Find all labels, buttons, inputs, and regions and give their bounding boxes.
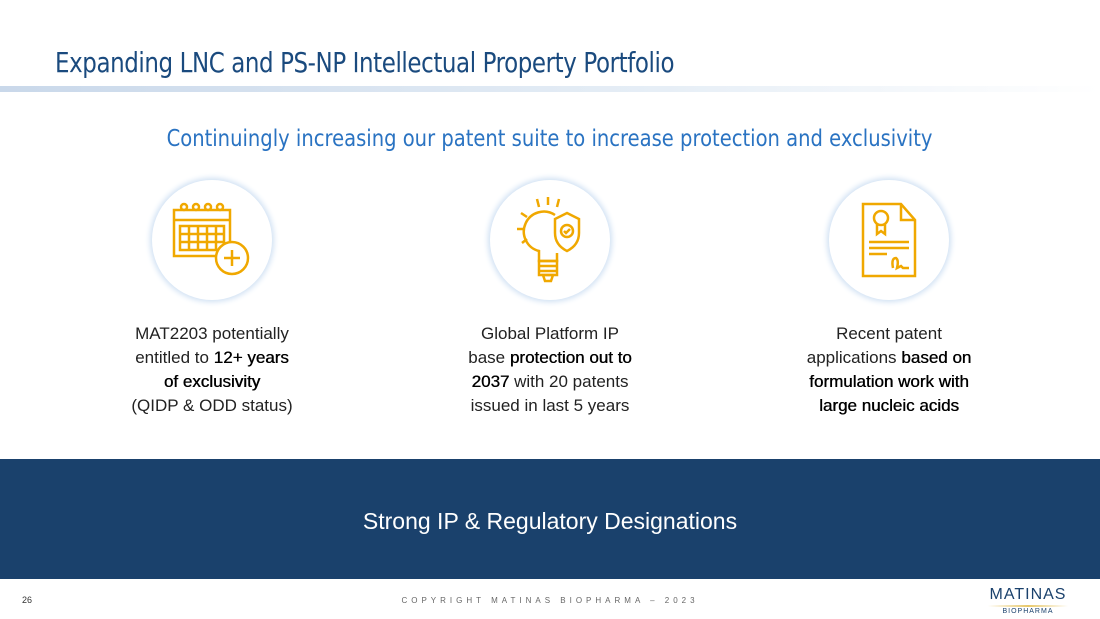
column-platform-ip: Global Platform IP base protection out t…	[430, 180, 670, 418]
icon-circle	[490, 180, 610, 300]
slide-subtitle: Continuingly increasing our patent suite…	[167, 126, 933, 152]
icon-circle	[152, 180, 272, 300]
calendar-plus-icon	[172, 202, 250, 276]
logo-swoosh	[988, 605, 1068, 607]
column-exclusivity: MAT2203 potentially entitled to 12+ year…	[92, 180, 332, 418]
column-text: MAT2203 potentially entitled to 12+ year…	[131, 324, 293, 415]
copyright: COPYRIGHT MATINAS BIOPHARMA – 2023	[401, 596, 699, 605]
certificate-document-icon	[861, 202, 917, 278]
column-recent-patents: Recent patent applications based on form…	[769, 180, 1009, 418]
column-text: Recent patent applications based on form…	[806, 324, 972, 415]
banner-text: Strong IP & Regulatory Designations	[362, 508, 738, 534]
slide-title: Expanding LNC and PS-NP Intellectual Pro…	[55, 46, 675, 79]
company-logo: MATINAS BIOPHARMA	[988, 586, 1068, 615]
page-number: 26	[22, 595, 33, 605]
column-text: Global Platform IP base protection out t…	[468, 324, 632, 415]
icon-circle	[829, 180, 949, 300]
title-divider	[0, 86, 1100, 92]
lightbulb-shield-icon	[517, 197, 581, 283]
banner: Strong IP & Regulatory Designations	[0, 459, 1100, 579]
